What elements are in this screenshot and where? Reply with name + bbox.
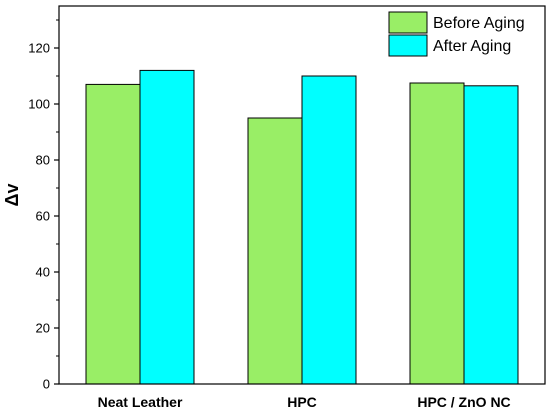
x-axis-category-labels: Neat Leather HPC HPC / ZnO NC: [98, 394, 511, 410]
plot-area-frame: [58, 5, 546, 385]
legend-label: After Aging: [433, 38, 511, 55]
y-axis-ticks: 0 20 40 60 80 100 120: [28, 19, 59, 392]
y-tick-label: 100: [28, 97, 50, 112]
bar-before-aging-2: [409, 82, 465, 385]
y-tick-label: 120: [28, 41, 50, 56]
legend-swatch-before-aging: [388, 11, 428, 34]
bar-after-aging-1: [301, 75, 357, 385]
y-tick-label: 0: [43, 377, 50, 392]
y-tick-label: 20: [36, 321, 50, 336]
legend-label: Before Aging: [433, 15, 525, 32]
bar-after-aging-2: [463, 85, 519, 385]
bar-before-aging-0: [85, 83, 141, 385]
y-tick-label: 40: [36, 265, 50, 280]
y-tick-label: 80: [36, 153, 50, 168]
bar-before-aging-1: [247, 117, 303, 385]
y-tick-label: 60: [36, 209, 50, 224]
y-axis-title: Δv: [2, 184, 22, 207]
x-category-label: HPC: [287, 394, 317, 410]
legend: Before Aging After Aging: [388, 11, 525, 57]
x-category-label: Neat Leather: [98, 394, 183, 410]
legend-swatch-after-aging: [388, 34, 428, 57]
bars-layer: [85, 69, 519, 385]
bar-after-aging-0: [139, 69, 195, 385]
x-category-label: HPC / ZnO NC: [417, 394, 510, 410]
